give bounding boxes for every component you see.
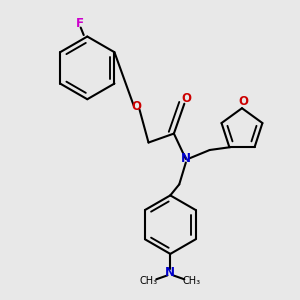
- Text: O: O: [182, 92, 192, 105]
- Text: O: O: [238, 95, 248, 108]
- Text: N: N: [165, 266, 175, 279]
- Text: CH₃: CH₃: [140, 276, 158, 286]
- Text: CH₃: CH₃: [183, 276, 201, 286]
- Text: N: N: [181, 152, 191, 166]
- Text: F: F: [76, 16, 84, 30]
- Text: O: O: [132, 100, 142, 113]
